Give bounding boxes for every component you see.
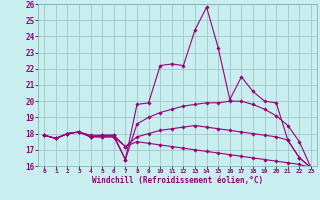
X-axis label: Windchill (Refroidissement éolien,°C): Windchill (Refroidissement éolien,°C) bbox=[92, 176, 263, 185]
